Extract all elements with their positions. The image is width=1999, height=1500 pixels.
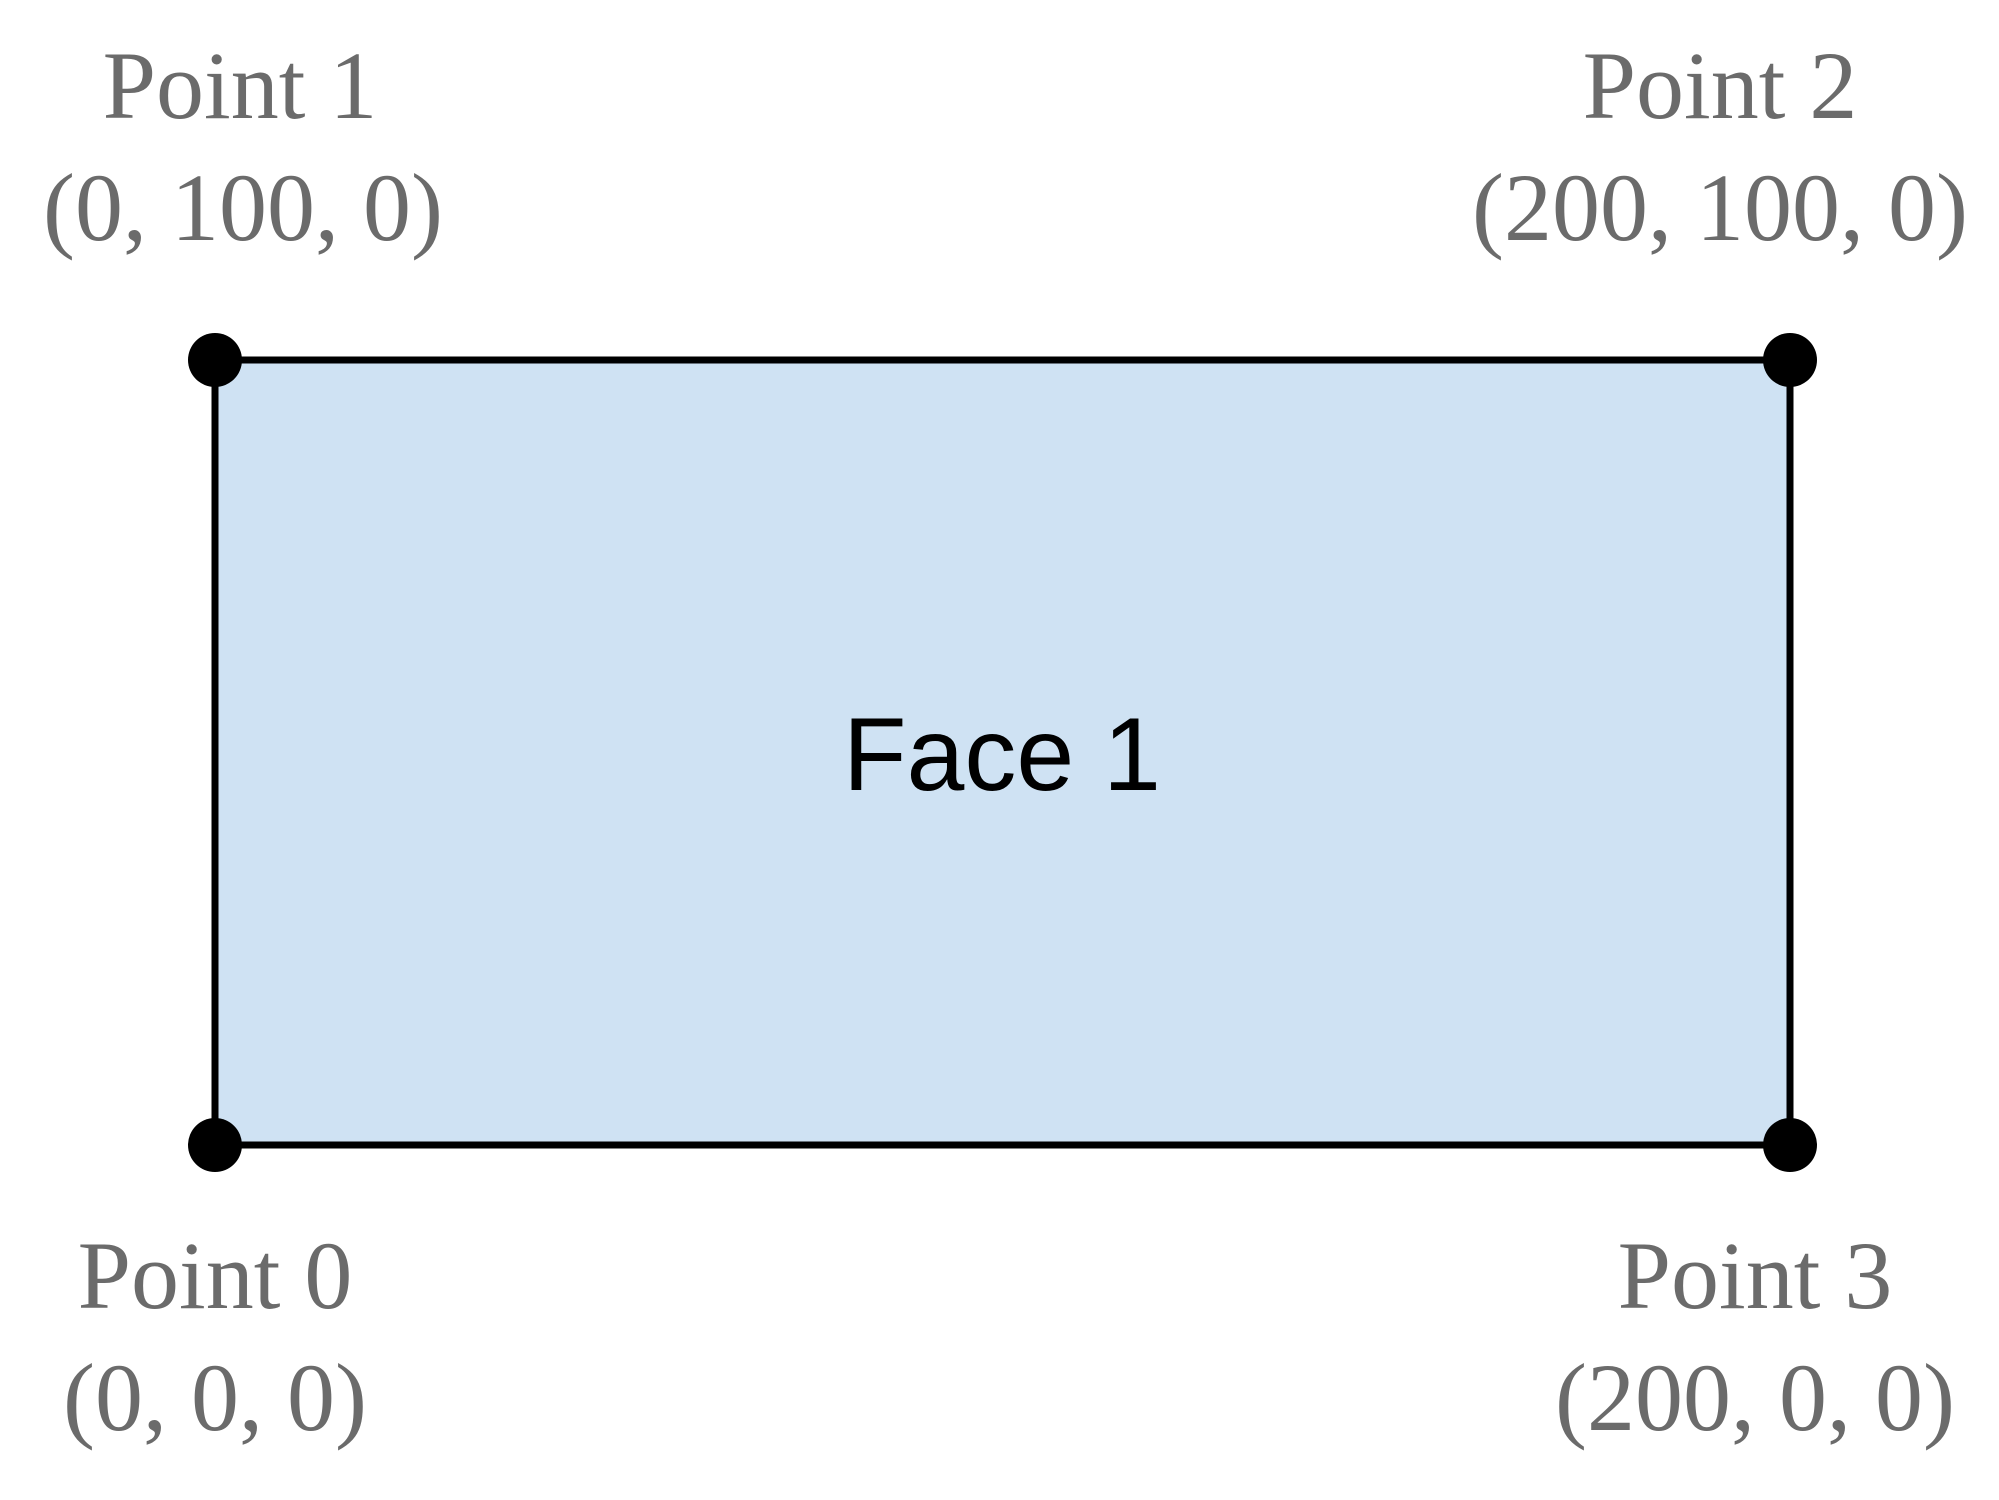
point-1-name: Point 1 bbox=[103, 32, 378, 139]
point-3-name: Point 3 bbox=[1618, 1222, 1893, 1329]
vertex-point-1 bbox=[188, 333, 242, 387]
point-2-name: Point 2 bbox=[1583, 32, 1858, 139]
point-1-coords: (0, 100, 0) bbox=[43, 154, 443, 261]
vertex-point-0 bbox=[188, 1118, 242, 1172]
point-2-label: Point 2 (200, 100, 0) bbox=[1472, 32, 1968, 261]
point-0-name: Point 0 bbox=[78, 1222, 353, 1329]
face-1-rect bbox=[211, 356, 1794, 1149]
face-label: Face 1 bbox=[843, 697, 1161, 813]
point-3-label: Point 3 (200, 0, 0) bbox=[1555, 1222, 1955, 1451]
vertex-point-3 bbox=[1763, 1118, 1817, 1172]
point-0-coords: (0, 0, 0) bbox=[63, 1344, 367, 1451]
vertex-point-2 bbox=[1763, 333, 1817, 387]
point-0-label: Point 0 (0, 0, 0) bbox=[63, 1222, 367, 1451]
point-3-coords: (200, 0, 0) bbox=[1555, 1344, 1955, 1451]
point-2-coords: (200, 100, 0) bbox=[1472, 154, 1968, 261]
point-1-label: Point 1 (0, 100, 0) bbox=[43, 32, 443, 261]
